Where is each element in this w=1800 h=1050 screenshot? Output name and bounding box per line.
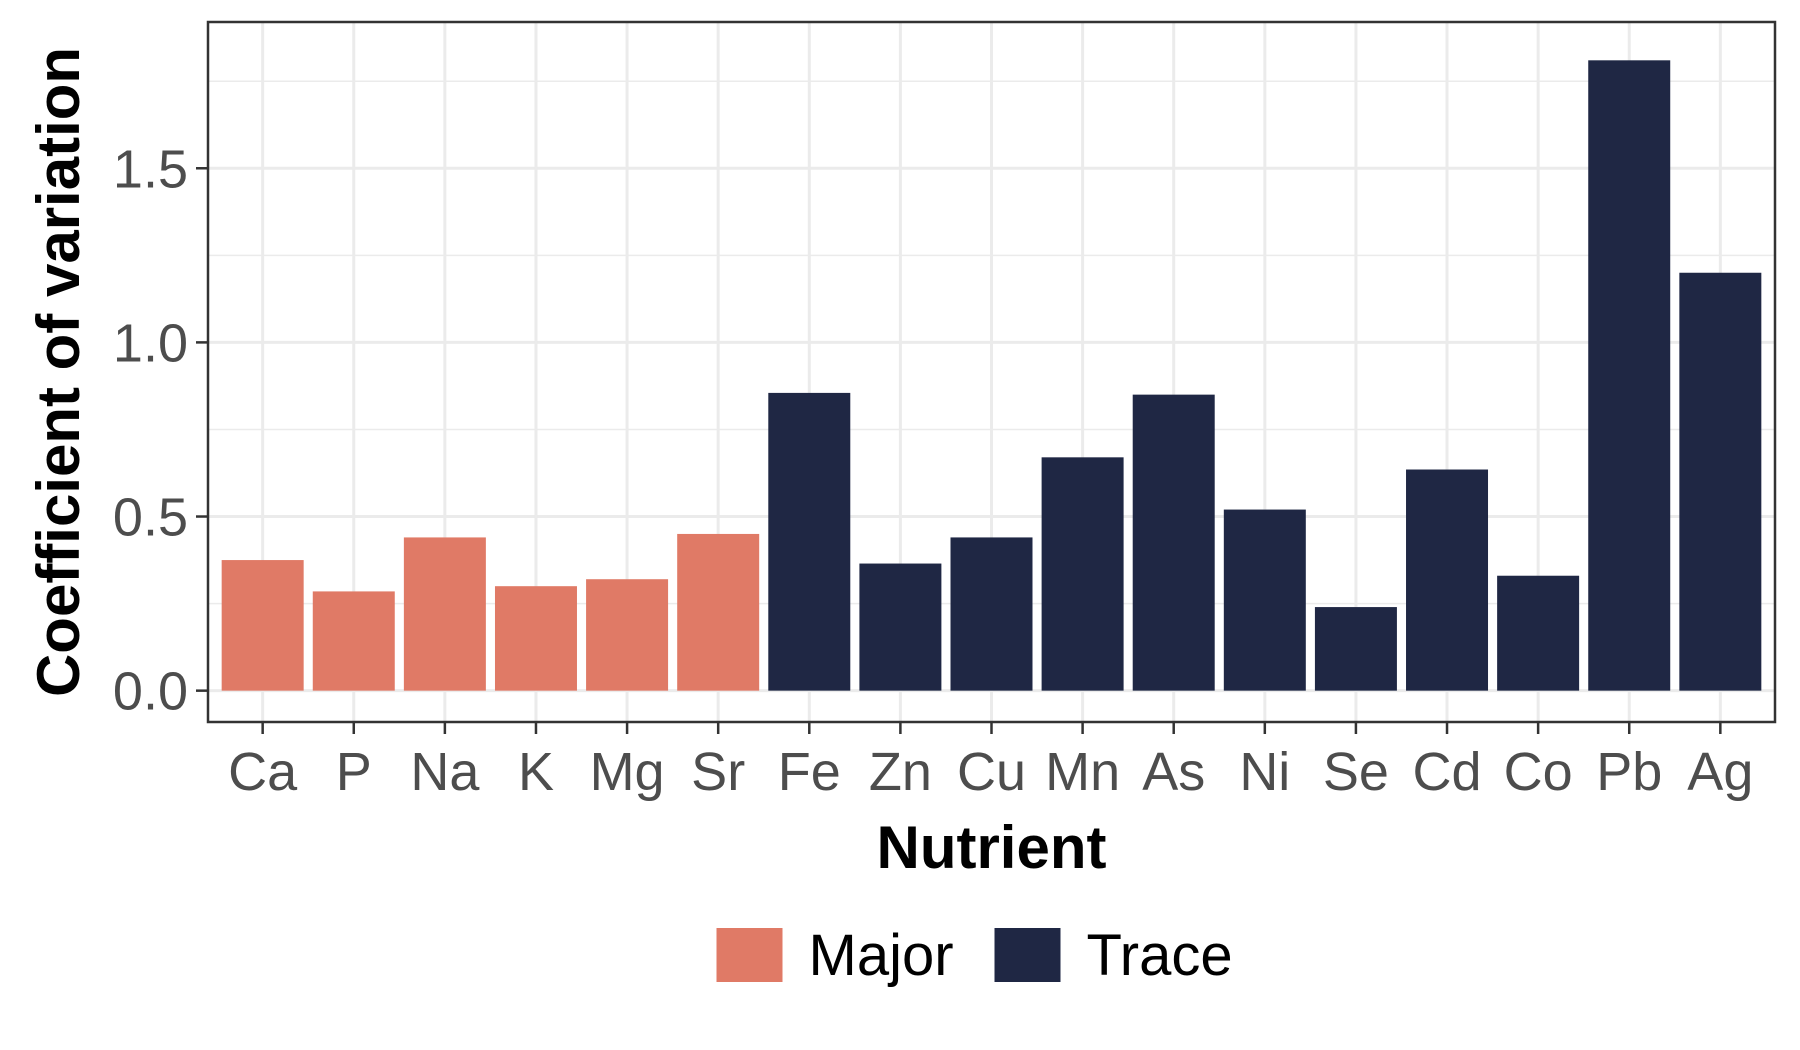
x-tick-label-se: Se — [1323, 742, 1389, 802]
bar-cu — [950, 537, 1033, 691]
y-axis-title: Coefficient of variation — [25, 47, 92, 697]
x-tick-label-p: P — [336, 742, 372, 802]
x-tick-label-as: As — [1142, 742, 1205, 802]
x-tick-label-ca: Ca — [228, 742, 298, 802]
x-tick-label-sr: Sr — [691, 742, 745, 802]
bar-fe — [768, 392, 851, 691]
x-tick-label-ag: Ag — [1687, 742, 1753, 802]
y-tick-label: 0.0 — [113, 662, 188, 722]
y-tick-label: 1.5 — [113, 139, 188, 199]
legend-swatch-trace — [994, 928, 1061, 982]
bar-as — [1132, 394, 1215, 691]
x-tick-label-ni: Ni — [1239, 742, 1290, 802]
bar-pb — [1588, 60, 1671, 691]
x-tick-label-pb: Pb — [1596, 742, 1662, 802]
x-tick-label-co: Co — [1504, 742, 1573, 802]
bar-mg — [586, 579, 669, 691]
x-tick-label-k: K — [518, 742, 554, 802]
y-axis: 0.0 0.5 1.0 1.5 — [113, 139, 208, 722]
x-tick-label-na: Na — [410, 742, 480, 802]
x-tick-label-mn: Mn — [1045, 742, 1120, 802]
bar-ni — [1223, 509, 1306, 691]
x-tick-label-mg: Mg — [590, 742, 665, 802]
x-axis-title: Nutrient — [877, 814, 1107, 881]
x-tick-label-cd: Cd — [1413, 742, 1482, 802]
bar-ca — [221, 560, 304, 691]
y-tick-label: 1.0 — [113, 313, 188, 373]
bar-mn — [1041, 457, 1124, 691]
legend-label-trace: Trace — [1087, 923, 1233, 988]
legend-label-major: Major — [809, 923, 954, 988]
y-tick-label: 0.5 — [113, 488, 188, 548]
bar-na — [403, 537, 486, 691]
x-tick-label-zn: Zn — [869, 742, 932, 802]
x-axis: Ca P Na K Mg Sr Fe Zn Cu Mn As Ni Se Cd Co Pb Ag — [228, 722, 1753, 802]
bar-k — [494, 586, 577, 691]
bar-p — [312, 591, 395, 691]
x-tick-label-cu: Cu — [957, 742, 1026, 802]
legend: Major Trace — [716, 923, 1233, 988]
bar-ag — [1679, 272, 1762, 691]
legend-swatch-major — [716, 928, 783, 982]
bar-se — [1314, 607, 1397, 691]
bar-cd — [1406, 469, 1489, 691]
x-tick-label-fe: Fe — [778, 742, 841, 802]
bar-co — [1497, 575, 1580, 691]
bar-sr — [677, 533, 760, 691]
bar-zn — [859, 563, 942, 691]
bars — [221, 60, 1762, 691]
